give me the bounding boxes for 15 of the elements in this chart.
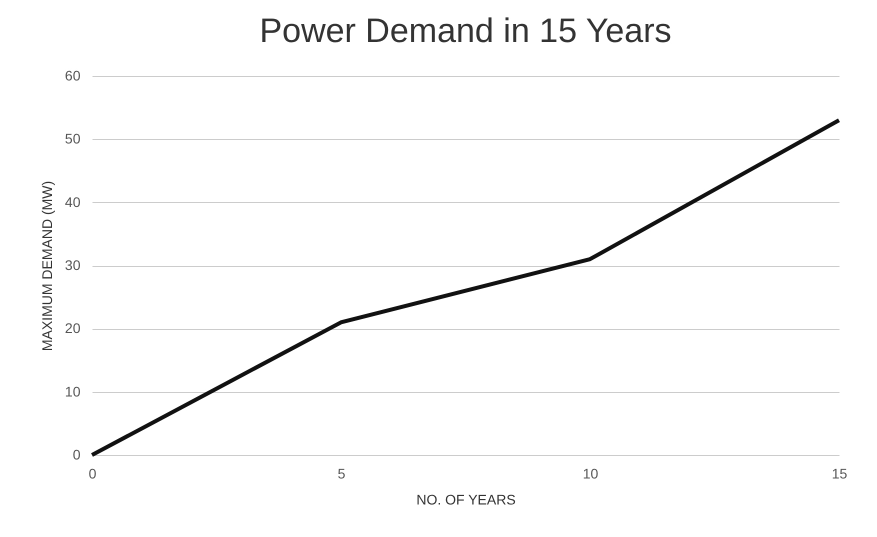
x-tick-label: 15 (832, 466, 848, 482)
y-tick-label: 40 (64, 194, 81, 210)
y-axis-title: MAXIMUM DEMAND (MW) (38, 180, 55, 352)
y-tick-label: 50 (64, 130, 81, 147)
y-tick-label: 20 (64, 320, 81, 336)
y-tick-label: 10 (64, 383, 81, 400)
y-tick-label: 30 (64, 257, 81, 273)
chart-title: Power Demand in 15 Years (259, 12, 672, 50)
y-tick-label: 60 (64, 68, 81, 84)
x-tick-label: 0 (88, 466, 97, 482)
x-tick-label: 5 (338, 466, 346, 482)
x-axis-title: NO. OF YEARS (416, 492, 516, 508)
x-tick-label: 10 (582, 466, 598, 482)
line-series (90, 118, 841, 457)
y-tick-label: 0 (72, 446, 81, 462)
